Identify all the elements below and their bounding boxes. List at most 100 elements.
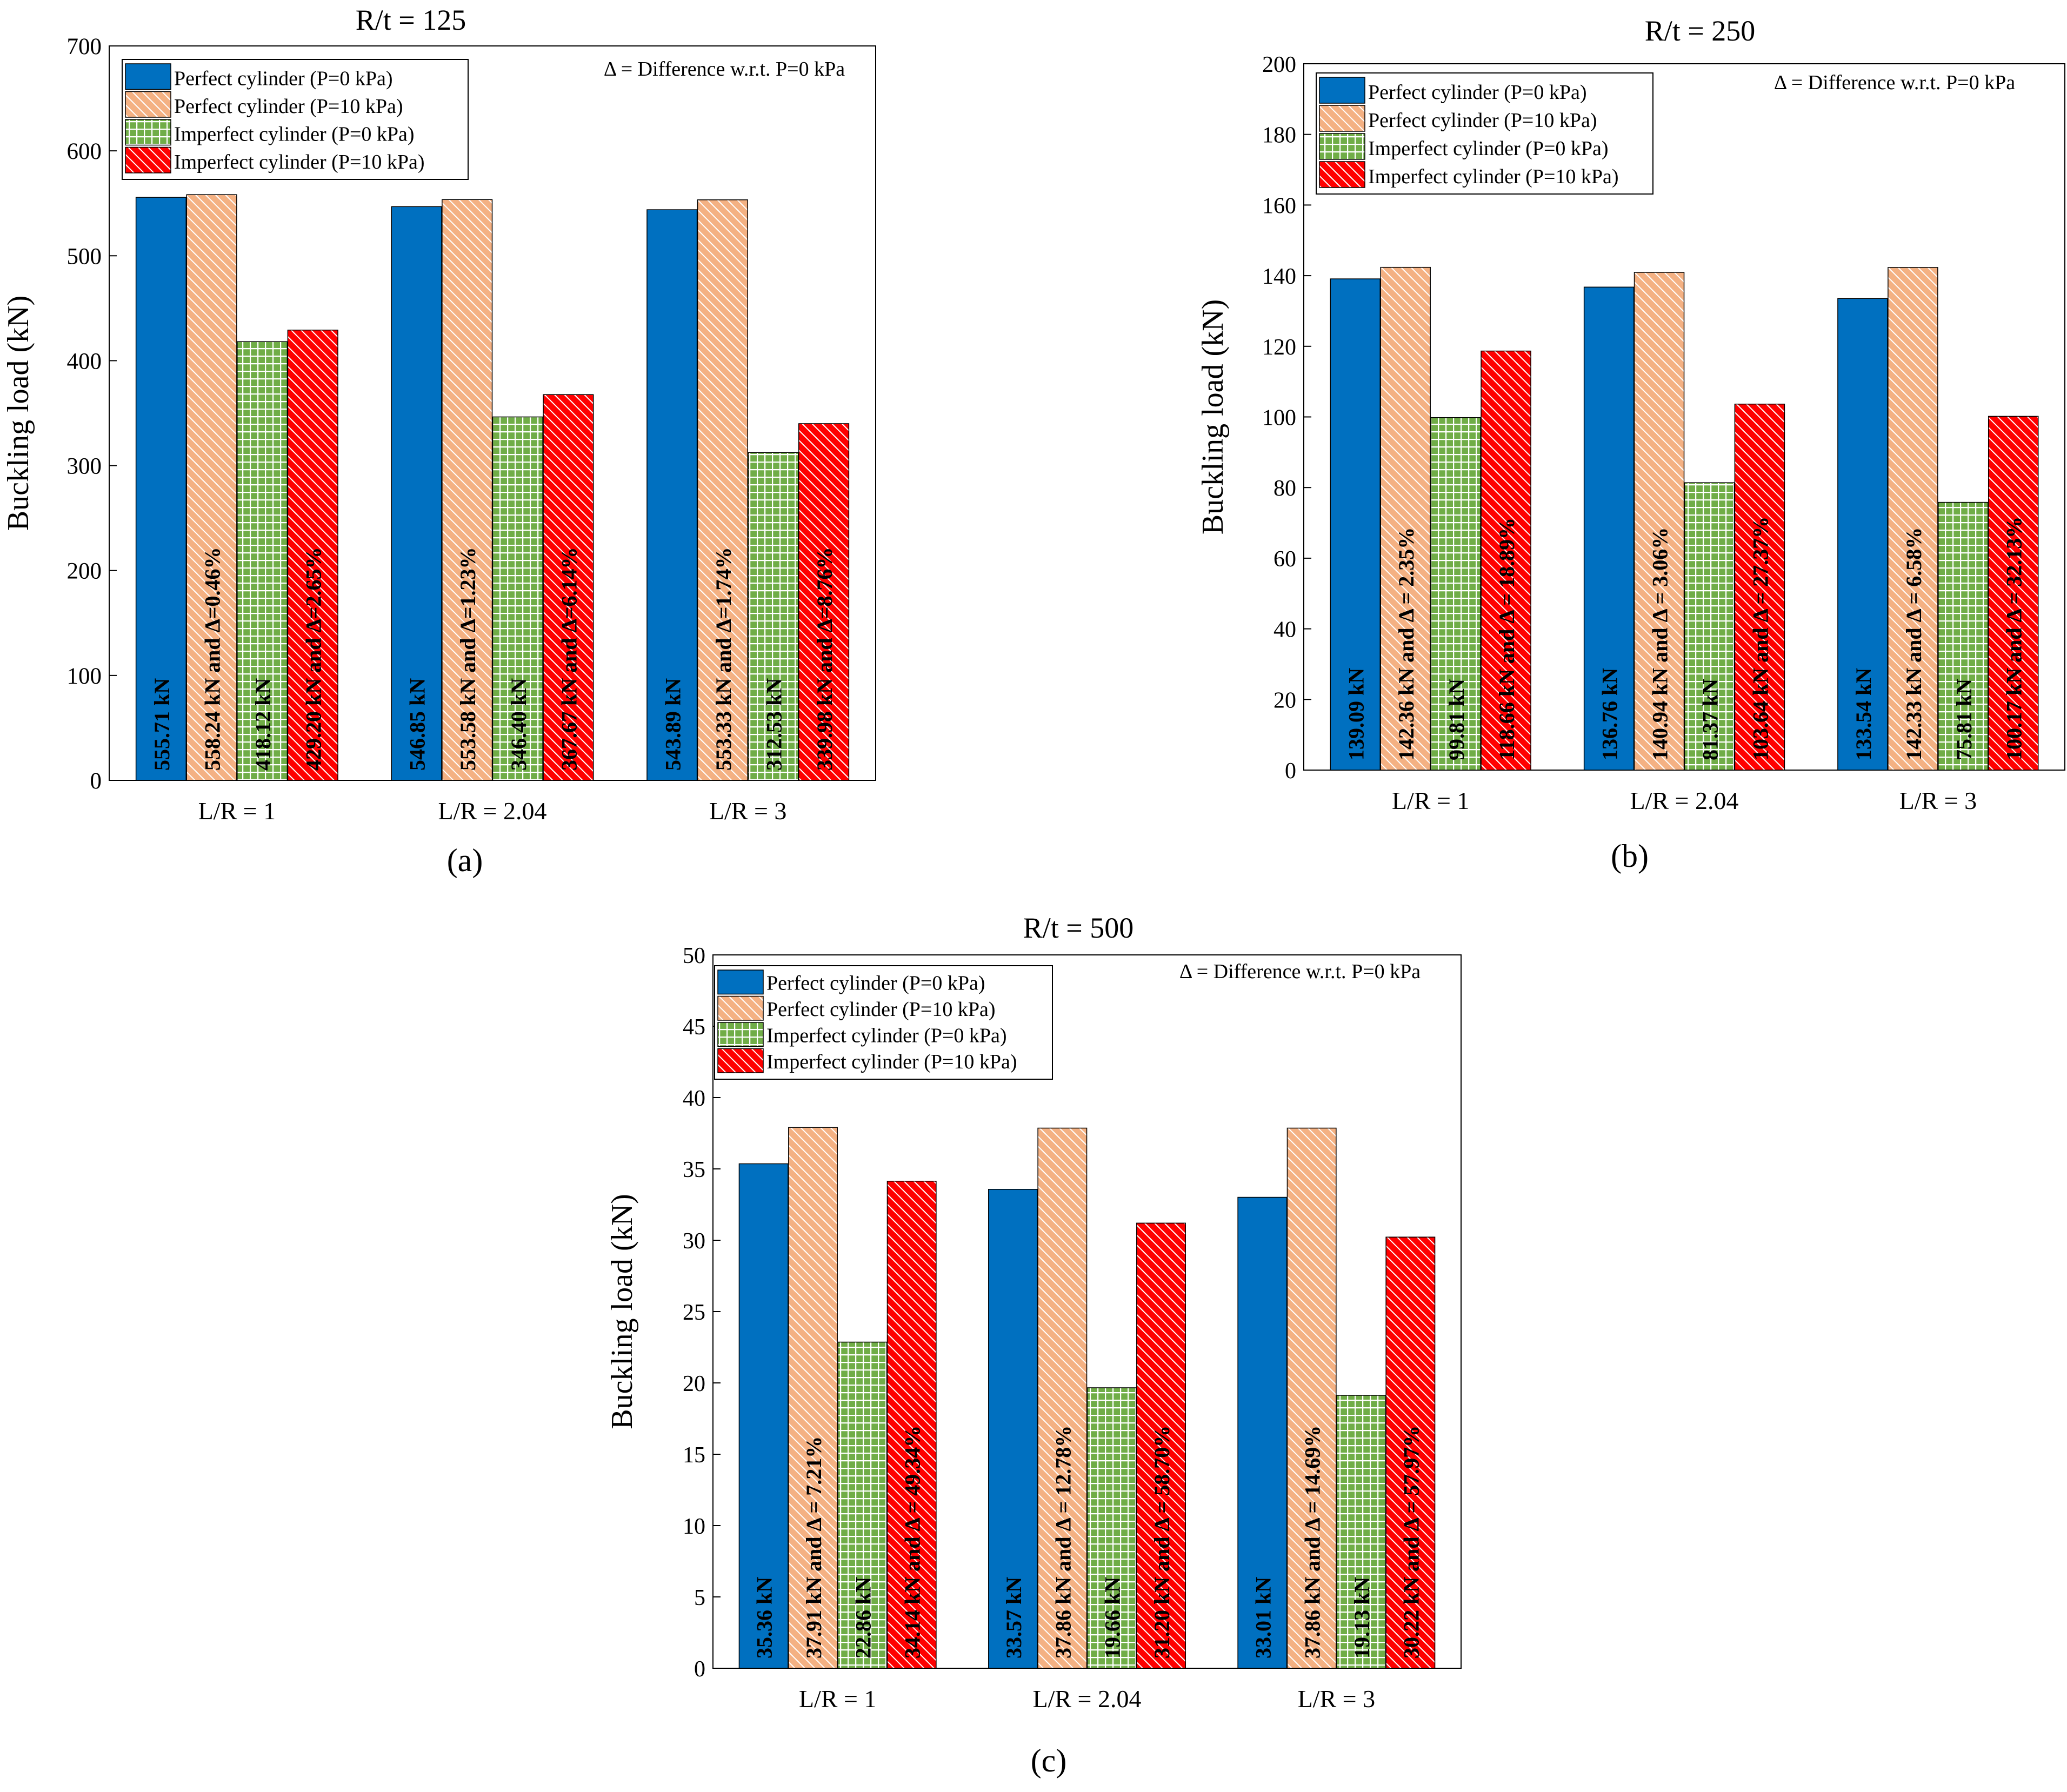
bar-series-3-cat-3 [1336, 1395, 1386, 1669]
bar-series-2-cat-2 [1037, 1127, 1088, 1669]
bar-series-4-cat-1 [886, 1180, 937, 1669]
bar-data-label: 555.71 kN [150, 678, 174, 771]
bar-data-label: 30.22 kN and Δ = 57.97% [1399, 1426, 1423, 1659]
bar-series-4-cat-2 [1734, 403, 1785, 771]
y-tick-label: 140 [1262, 264, 1296, 289]
bar-data-label: 543.89 kN [661, 678, 685, 771]
y-tick-label: 200 [1262, 52, 1296, 77]
legend-swatch-3 [717, 1022, 764, 1047]
legend-entry: Imperfect cylinder (P=10 kPa) [1368, 165, 1619, 188]
legend-swatch-1 [1319, 77, 1365, 104]
bar-series-3-cat-1 [1430, 417, 1481, 771]
bar-data-label: 103.64 kN and Δ = 27.37% [1748, 517, 1772, 760]
legend-swatch-4 [717, 1048, 764, 1073]
bar-data-label: 142.33 kN and Δ = 6.58% [1902, 527, 1926, 760]
bar-series-3-cat-2 [492, 416, 543, 781]
bar-series-1-cat-2 [1583, 286, 1635, 771]
bar-series-1-cat-1 [738, 1163, 789, 1669]
legend-entry: Perfect cylinder (P=0 kPa) [174, 68, 392, 90]
bar-data-label: 553.58 kN and Δ=1.23% [456, 547, 480, 771]
delta-note: Δ = Difference w.r.t. P=0 kPa [604, 58, 845, 81]
legend-entry: Perfect cylinder (P=0 kPa) [1368, 81, 1586, 104]
bar-data-label: 429.20 kN and Δ=2.65% [302, 547, 326, 771]
y-tick-label: 600 [67, 139, 102, 164]
legend-entry: Perfect cylinder (P=10 kPa) [174, 95, 403, 118]
y-tick-label: 20 [683, 1372, 705, 1396]
bar-data-label: 34.14 kN and Δ = 49.34% [901, 1426, 925, 1659]
legend-entry: Imperfect cylinder (P=10 kPa) [174, 151, 425, 173]
y-tick-label: 300 [67, 454, 102, 479]
chart-panel-3: R/t = 500 (c) 0 5 10 15 20 25 30 35 40 45 50 Buckling… [605, 912, 1462, 1778]
bar-series-3-cat-2 [1086, 1387, 1137, 1669]
y-tick-label: 120 [1262, 335, 1296, 360]
bar-series-1-cat-3 [646, 209, 698, 781]
legend-box [714, 965, 1053, 1080]
bar-series-3-cat-3 [748, 452, 799, 781]
bar-data-label: 142.36 kN and Δ = 2.35% [1394, 527, 1418, 760]
legend-swatch-2 [717, 995, 764, 1021]
bar-data-label: 100.17 kN and Δ = 32.13% [2002, 517, 2026, 760]
y-tick-label: 200 [67, 559, 102, 584]
y-tick-label: 0 [1285, 759, 1296, 784]
y-tick-label: 500 [67, 244, 102, 269]
x-tick-label: L/R = 1 [799, 1685, 877, 1713]
bar-data-label: 367.67 kN and Δ=6.14% [557, 547, 581, 771]
y-tick-label: 50 [683, 944, 705, 968]
x-tick-label: L/R = 1 [198, 797, 276, 825]
legend-swatch-3 [125, 119, 171, 146]
x-tick-label: L/R = 3 [709, 797, 787, 825]
panel-label: (b) [1611, 838, 1649, 874]
legend-swatch-2 [1319, 105, 1365, 132]
x-tick-label: L/R = 3 [1899, 787, 1977, 814]
x-tick-label: L/R = 1 [1392, 787, 1470, 814]
bar-series-2-cat-2 [442, 199, 493, 781]
bar-data-label: 31.20 kN and Δ = 58.70% [1150, 1426, 1174, 1659]
bar-data-label: 37.86 kN and Δ = 12.78% [1051, 1426, 1075, 1659]
bar-data-label: 418.12 kN [251, 678, 275, 771]
bar-data-label: 558.24 kN and Δ=0.46% [201, 547, 225, 771]
bar-series-2-cat-1 [788, 1127, 838, 1669]
bar-series-4-cat-3 [1385, 1236, 1436, 1669]
y-tick-label: 80 [1273, 476, 1296, 501]
legend-entry: Imperfect cylinder (P=0 kPa) [174, 123, 415, 146]
bar-series-2-cat-2 [1633, 272, 1685, 771]
bar-data-label: 553.33 kN and Δ=1.74% [711, 547, 736, 771]
y-tick-label: 20 [1273, 688, 1296, 713]
x-tick-label: L/R = 2.04 [438, 797, 546, 825]
chart-panel-1: R/t = 125 (a) 0 100 200 300 400 500 600 700 Buckli… [2, 4, 876, 878]
legend-swatch-4 [125, 146, 171, 173]
legend-box [1316, 72, 1653, 195]
bar-data-label: 312.53 kN [762, 678, 786, 771]
bar-series-2-cat-1 [186, 194, 237, 781]
bar-series-3-cat-1 [237, 341, 288, 781]
legend: Perfect cylinder (P=0 kPa) Perfect cylind… [1316, 72, 1653, 195]
y-axis-label: Buckling load (kN) [605, 1194, 639, 1429]
bar-series-4-cat-2 [1136, 1222, 1186, 1669]
y-tick-label: 30 [683, 1229, 705, 1254]
legend-swatch-3 [1319, 133, 1365, 160]
bar-series-2-cat-1 [1380, 266, 1431, 771]
y-tick-label: 10 [683, 1514, 705, 1539]
bar-series-4-cat-3 [1988, 416, 2039, 771]
y-tick-label: 400 [67, 349, 102, 374]
bar-series-2-cat-3 [1286, 1127, 1337, 1669]
legend-entry: Imperfect cylinder (P=10 kPa) [766, 1051, 1017, 1073]
y-tick-label: 25 [683, 1300, 705, 1325]
y-tick-label: 5 [694, 1586, 705, 1610]
bar-data-label: 346.40 kN [506, 678, 531, 771]
bar-series-3-cat-3 [1938, 502, 1989, 771]
y-axis-label: Buckling load (kN) [2, 296, 35, 531]
delta-note: Δ = Difference w.r.t. P=0 kPa [1774, 71, 2015, 94]
legend-swatch-1 [125, 63, 171, 90]
legend-entry: Perfect cylinder (P=10 kPa) [1368, 109, 1597, 132]
chart-panel-2: R/t = 250 (b) 0 20 40 60 80 100 120 140 160 180 200 B… [1196, 15, 2065, 874]
bar-series-4-cat-3 [798, 423, 850, 781]
bar-data-label: 37.91 kN and Δ = 7.21% [802, 1436, 826, 1659]
bar-data-label: 136.76 kN [1598, 668, 1622, 760]
y-tick-label: 35 [683, 1158, 705, 1182]
bar-series-1-cat-3 [1837, 298, 1888, 771]
bar-series-2-cat-3 [1888, 267, 1938, 771]
bar-data-label: 33.01 kN [1251, 1577, 1275, 1659]
delta-note: Δ = Difference w.r.t. P=0 kPa [1179, 960, 1421, 983]
